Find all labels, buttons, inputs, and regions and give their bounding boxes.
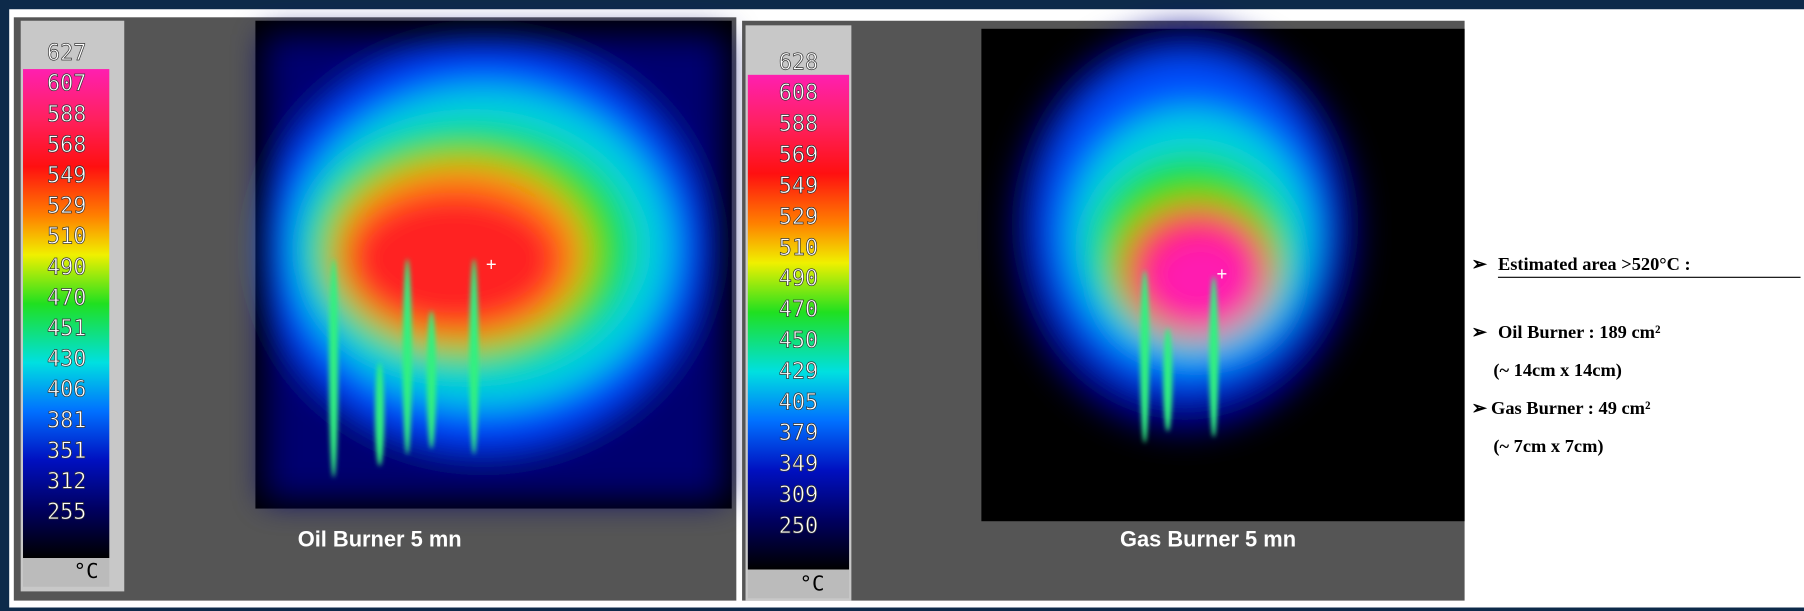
scale-label: 607 xyxy=(47,72,86,97)
scale-label: 429 xyxy=(779,359,818,384)
scale-label: 470 xyxy=(47,286,86,311)
bullet: ➢ xyxy=(1472,322,1488,342)
note-item: (~ 7cm x 7cm) xyxy=(1493,436,1603,457)
note-item: Oil Burner : 189 cm² xyxy=(1498,322,1661,342)
scale-label: 309 xyxy=(779,483,818,508)
scale-label: 628 xyxy=(779,50,818,75)
scale-label: 450 xyxy=(779,329,818,354)
scale-label: 510 xyxy=(47,225,86,250)
caption: Oil Burner 5 mn xyxy=(298,527,462,552)
scale-label: 549 xyxy=(779,174,818,199)
note-item: Gas Burner : 49 cm² xyxy=(1491,398,1651,418)
scale-label: 608 xyxy=(779,81,818,106)
scale-label: 349 xyxy=(779,452,818,477)
scale-label: 529 xyxy=(779,205,818,230)
scale-label: 312 xyxy=(47,470,86,495)
scale-label: 588 xyxy=(779,112,818,137)
bullet: ➢ xyxy=(1472,254,1488,274)
scale-label: 405 xyxy=(779,390,818,415)
bullet: ➢ xyxy=(1472,398,1488,418)
scale-label: 490 xyxy=(47,255,86,280)
unit-label: °C xyxy=(800,571,825,595)
scale-label: 470 xyxy=(779,298,818,323)
scale-label: 490 xyxy=(779,267,818,292)
svg-text:+: + xyxy=(1216,263,1227,284)
scale-label: 549 xyxy=(47,164,86,189)
svg-text:+: + xyxy=(486,254,497,275)
scale-label: 529 xyxy=(47,194,86,219)
scale-label: 569 xyxy=(779,143,818,168)
unit-label: °C xyxy=(74,559,99,583)
scale-label: 568 xyxy=(47,133,86,158)
scale-label: 510 xyxy=(779,236,818,261)
scale-label: 430 xyxy=(47,347,86,372)
scale-label: 255 xyxy=(47,500,86,525)
scale-label: 250 xyxy=(779,514,818,539)
scale-label: 451 xyxy=(47,317,86,342)
scale-label: 627 xyxy=(47,41,86,66)
scale-label: 379 xyxy=(779,421,818,446)
panel: + xyxy=(742,21,1465,601)
scale-label: 381 xyxy=(47,408,86,433)
scale-label: 406 xyxy=(47,378,86,403)
scale-label: 351 xyxy=(47,439,86,464)
caption: Gas Burner 5 mn xyxy=(1120,527,1296,552)
note-heading: Estimated area >520°C : xyxy=(1498,254,1691,274)
panel: + xyxy=(14,17,737,600)
slide: + + ➢ ➢ ➢ 627 607 588 568 549 529 510 490 470 451… xyxy=(0,0,1804,611)
note-item: (~ 14cm x 14cm) xyxy=(1493,360,1622,381)
scale-label: 588 xyxy=(47,102,86,127)
